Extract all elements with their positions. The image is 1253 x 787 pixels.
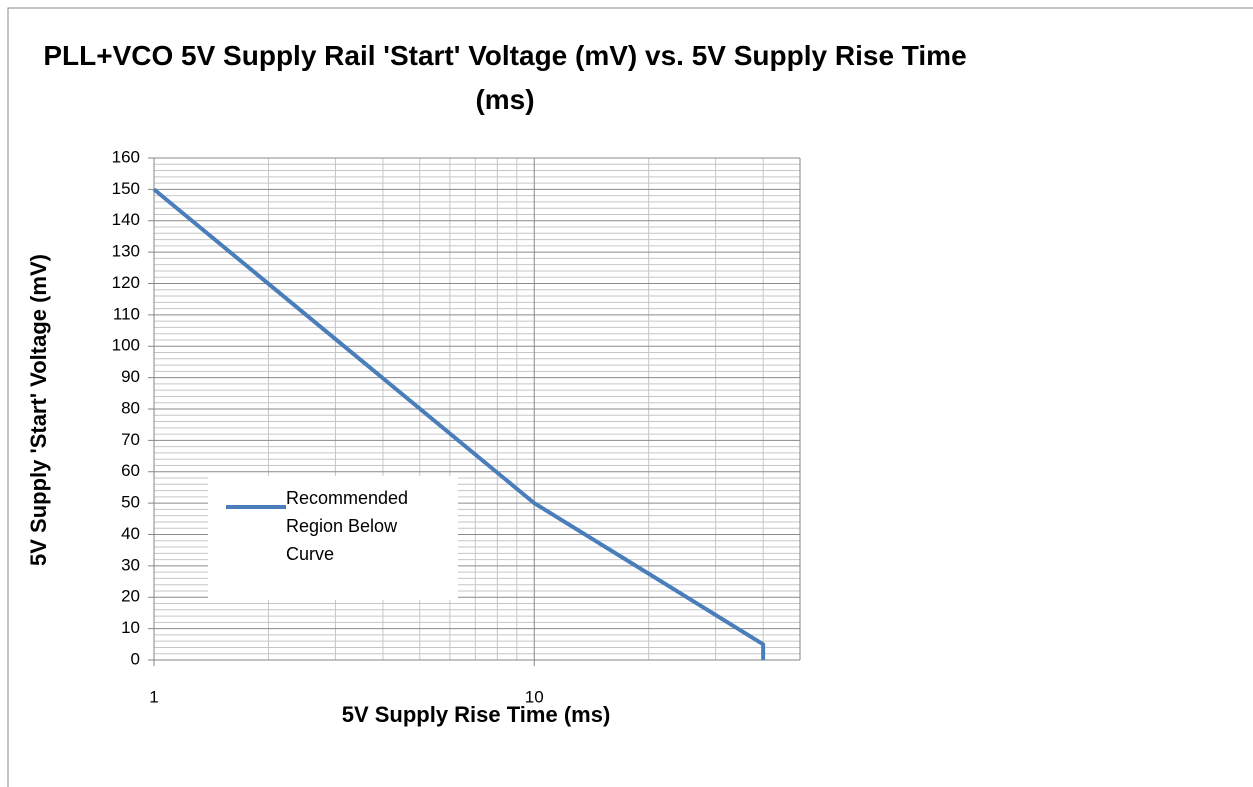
y-tick-label: 20 bbox=[121, 587, 140, 606]
y-tick-label: 120 bbox=[112, 273, 140, 292]
series-line bbox=[152, 187, 766, 660]
y-tick-label: 160 bbox=[112, 147, 140, 166]
y-tick-label: 130 bbox=[112, 242, 140, 261]
y-tick-label: 90 bbox=[121, 367, 140, 386]
marks bbox=[152, 187, 766, 660]
x-tick-label: 10 bbox=[525, 687, 544, 706]
y-tick-label: 110 bbox=[113, 304, 140, 323]
y-tick-label: 140 bbox=[112, 210, 140, 229]
axes: 0102030405060708090100110120130140150160… bbox=[112, 147, 801, 706]
x-axis-label: 5V Supply Rise Time (ms) bbox=[342, 702, 611, 727]
legend: Recommended Region Below Curve bbox=[208, 476, 458, 600]
y-tick-label: 60 bbox=[121, 461, 140, 480]
x-tick-label: 1 bbox=[149, 687, 158, 706]
y-tick-label: 10 bbox=[121, 618, 140, 637]
y-tick-label: 80 bbox=[121, 398, 140, 417]
y-tick-label: 50 bbox=[121, 493, 140, 512]
y-tick-label: 0 bbox=[131, 649, 140, 668]
y-axis-label: 5V Supply 'Start' Voltage (mV) bbox=[26, 254, 51, 566]
y-tick-label: 100 bbox=[112, 336, 140, 355]
y-tick-label: 150 bbox=[112, 179, 140, 198]
y-tick-label: 40 bbox=[121, 524, 140, 543]
chart-title: PLL+VCO 5V Supply Rail 'Start' Voltage (… bbox=[43, 40, 967, 115]
y-tick-label: 70 bbox=[121, 430, 140, 449]
chart-border bbox=[7, 7, 1253, 787]
legend-label: Recommended Region Below Curve bbox=[286, 488, 409, 564]
y-tick-label: 30 bbox=[121, 555, 140, 574]
legend-swatch-box bbox=[226, 505, 286, 509]
